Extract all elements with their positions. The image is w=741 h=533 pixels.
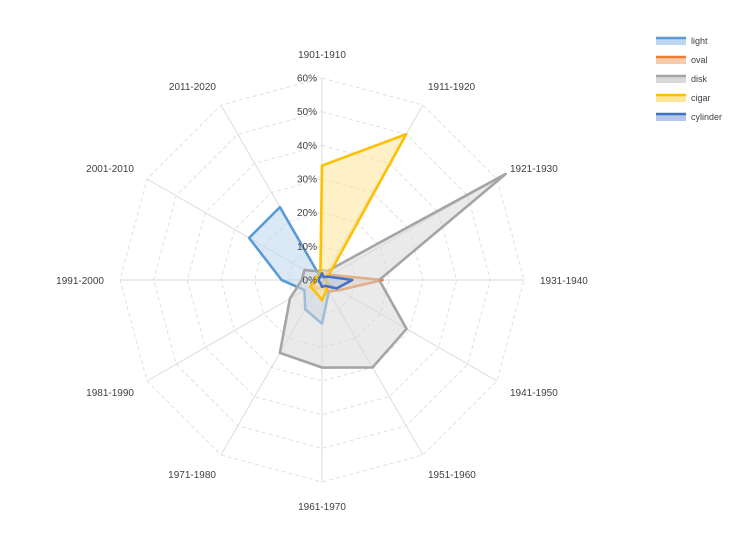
legend-item-oval: oval: [656, 55, 708, 65]
legend-swatch: [656, 38, 686, 45]
category-label: 1941-1950: [510, 388, 558, 399]
legend-swatch: [656, 95, 686, 102]
series-cylinder: [317, 271, 354, 290]
category-label: 2001-2010: [86, 164, 134, 175]
category-label: 1971-1980: [168, 470, 216, 481]
legend-swatch: [656, 57, 686, 64]
legend-item-disk: disk: [656, 74, 708, 84]
category-label: 1911-1920: [428, 82, 476, 93]
tick-label: 30%: [297, 175, 317, 186]
category-label: 1931-1940: [540, 276, 588, 287]
legend-swatch: [656, 76, 686, 83]
category-labels: 1901-1910 1911-1920 1921-1930 1931-1940 1941…: [56, 50, 588, 513]
legend-swatch: [656, 114, 686, 121]
category-label: 1961-1970: [298, 502, 346, 513]
tick-label: 10%: [297, 242, 317, 253]
category-label: 1981-1990: [86, 388, 134, 399]
series-layer: [247, 132, 507, 369]
category-label: 1901-1910: [298, 50, 346, 61]
tick-label: 50%: [297, 107, 317, 118]
radial-tick-labels: 0% 10% 20% 30% 40% 50% 60%: [297, 74, 317, 287]
category-label: 1921-1930: [510, 164, 558, 175]
legend-label: cylinder: [691, 112, 722, 122]
tick-label: 20%: [297, 208, 317, 219]
tick-label: 0%: [303, 276, 318, 287]
tick-label: 60%: [297, 74, 317, 85]
legend-label: light: [691, 36, 708, 46]
legend-label: cigar: [691, 93, 711, 103]
legend-label: disk: [691, 74, 708, 84]
legend: light oval disk cigar cylinder: [656, 36, 722, 122]
legend-item-cigar: cigar: [656, 93, 711, 103]
category-label: 2011-2020: [169, 82, 217, 93]
category-label: 1951-1960: [428, 470, 476, 481]
tick-label: 40%: [297, 141, 317, 152]
category-label: 1991-2000: [56, 276, 104, 287]
legend-item-light: light: [656, 36, 708, 46]
legend-item-cylinder: cylinder: [656, 112, 722, 122]
legend-label: oval: [691, 55, 708, 65]
series-disk: [278, 172, 507, 369]
